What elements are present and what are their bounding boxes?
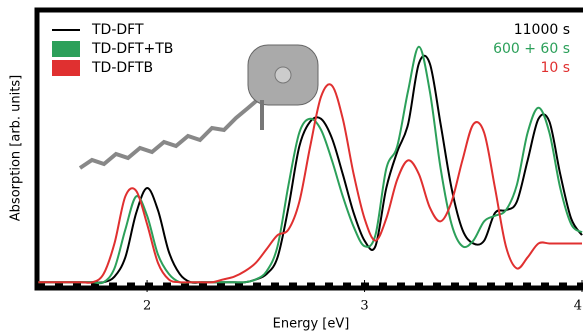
x-tick-label: 4 <box>574 299 582 314</box>
page: Absorption [arb. units] Energy [eV] 2 3 4 T… <box>0 0 583 334</box>
molecule-chain <box>80 96 262 168</box>
molecule-center <box>275 67 291 83</box>
x-tick-label: 3 <box>360 299 368 314</box>
legend-label: TD-DFTB <box>91 60 153 76</box>
annotation: 11000 s <box>514 22 570 38</box>
legend-swatch <box>52 41 80 57</box>
y-axis-label: Absorption [arb. units] <box>9 75 24 221</box>
annotation: 10 s <box>540 60 570 76</box>
chart: Absorption [arb. units] Energy [eV] 2 3 4 T… <box>0 0 583 334</box>
legend-swatch <box>52 60 80 76</box>
legend-label: TD-DFT <box>91 22 144 38</box>
x-axis-label: Energy [eV] <box>273 317 350 332</box>
x-tick-label: 2 <box>143 299 151 314</box>
annotation: 600 + 60 s <box>493 41 570 57</box>
legend-label: TD-DFT+TB <box>91 41 173 57</box>
